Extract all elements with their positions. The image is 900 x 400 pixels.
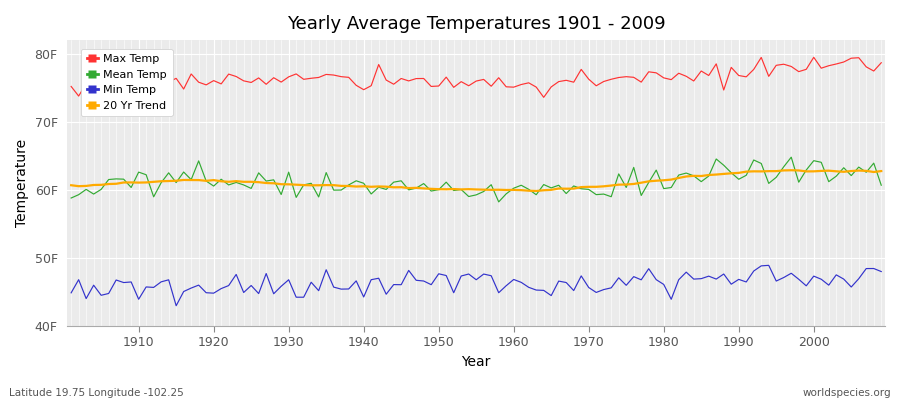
Text: Latitude 19.75 Longitude -102.25: Latitude 19.75 Longitude -102.25 [9, 388, 184, 398]
Legend: Max Temp, Mean Temp, Min Temp, 20 Yr Trend: Max Temp, Mean Temp, Min Temp, 20 Yr Tre… [81, 48, 173, 116]
X-axis label: Year: Year [462, 355, 490, 369]
Text: worldspecies.org: worldspecies.org [803, 388, 891, 398]
Y-axis label: Temperature: Temperature [15, 139, 29, 227]
Title: Yearly Average Temperatures 1901 - 2009: Yearly Average Temperatures 1901 - 2009 [287, 15, 665, 33]
